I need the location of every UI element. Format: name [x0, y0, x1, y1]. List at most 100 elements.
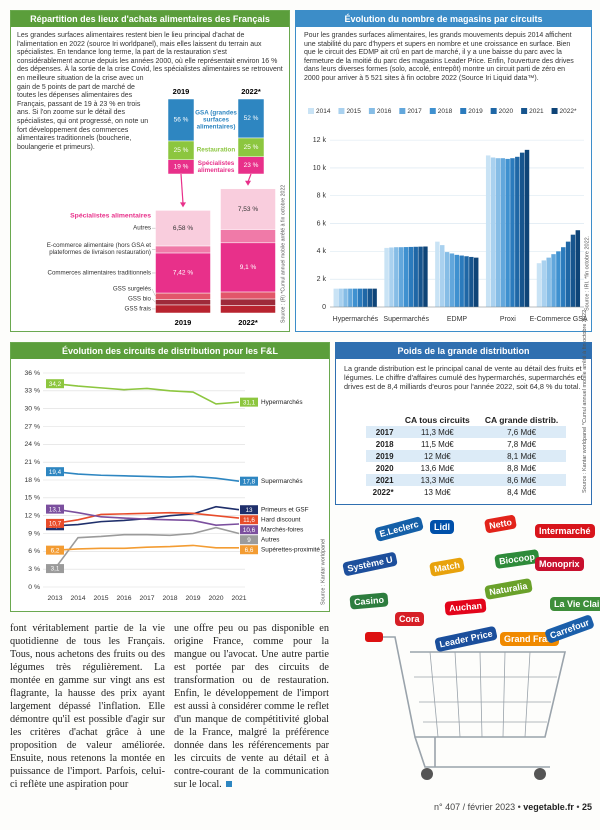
x-tick-label: E-Commerce GSA — [530, 316, 588, 323]
x-tick-label: 2018 — [162, 595, 177, 602]
y-tick-label: 4 k — [317, 248, 327, 255]
bar — [561, 247, 566, 307]
legend-label: GSA (grandes surfaces alimentaires) — [195, 109, 237, 131]
label-box — [46, 379, 64, 389]
data-label: 25 % — [174, 147, 189, 154]
legend-label: 2020 — [499, 108, 514, 115]
table-row: 2021 13,3 Md€ 8,6 Md€ — [366, 474, 566, 486]
bar — [551, 254, 556, 307]
leader-line — [151, 288, 156, 297]
x-tick-label: 2016 — [116, 595, 131, 602]
label-box — [240, 397, 258, 407]
data-label: 23 % — [244, 162, 259, 169]
cell: 8,8 Md€ — [507, 463, 537, 473]
bar-segment — [237, 98, 265, 139]
line — [54, 511, 240, 525]
y-tick-label: 36 % — [25, 370, 41, 377]
bar — [490, 157, 496, 307]
source: Source : (R) *Cumul annuel mobile arrêté… — [280, 185, 286, 323]
legend-title: Spécialistes alimentaires — [70, 212, 151, 220]
page-number: 25 — [581, 802, 592, 812]
bar — [536, 263, 542, 307]
cell: 8,1 Md€ — [477, 450, 566, 462]
panel-title: Évolution des circuits de distribution p… — [11, 343, 329, 359]
data-label: 52 % — [244, 115, 259, 122]
article-column: font véritablement partie de la vie quot… — [10, 623, 165, 790]
legend-label: Restauration — [196, 146, 236, 154]
cart — [365, 632, 567, 780]
cell: 11,3 Md€ — [397, 426, 478, 438]
column-header: CA tous circuits — [404, 414, 470, 425]
data-label: 13,1 — [49, 506, 62, 513]
site: vegetable.fr — [523, 802, 574, 812]
panel-magasins: Évolution du nombre de magasins par circ… — [295, 10, 592, 332]
table-row: 2022* 13 Md€ 8,4 Md€ — [366, 486, 566, 498]
y-tick-label: 9 % — [28, 530, 40, 537]
store-logo: Intermarché — [535, 524, 595, 538]
cell: 13,6 Md€ — [420, 463, 455, 473]
bar — [459, 255, 464, 307]
legend-label: GSS frais — [124, 305, 151, 313]
legend-swatch — [490, 108, 497, 114]
legend-label: GSS bio — [127, 295, 151, 303]
x-tick-label: Supermarchés — [383, 316, 429, 323]
bar — [570, 234, 576, 307]
bar — [519, 152, 525, 307]
bar — [440, 245, 445, 307]
x-tick-label: 2014 — [70, 595, 85, 602]
bar — [435, 241, 440, 307]
bar-segment — [220, 291, 276, 300]
legend-label: 2014 — [316, 108, 331, 115]
label-box — [240, 535, 258, 545]
description: La grande distribution est le principal … — [344, 364, 583, 391]
legend-label: 2019 — [468, 108, 483, 115]
store-logo: Lidl — [430, 520, 454, 534]
cell: 13 Md€ — [424, 487, 451, 497]
label-box — [240, 515, 258, 525]
bar — [398, 247, 404, 307]
data-label: 10,6 — [243, 527, 256, 534]
bar — [510, 158, 515, 307]
x-tick-label: 2020 — [208, 595, 223, 602]
data-label: 19 % — [174, 164, 189, 171]
description: Pour les grandes surfaces alimentaires, … — [304, 32, 574, 82]
data-label: 6,2 — [51, 547, 60, 554]
chart-repartition: 2019 56 % 25 % 19 % 2022* 52 % 25 % 23 % 2019 7,4… — [151, 87, 286, 327]
x-tick-label: 2015 — [93, 595, 108, 602]
x-tick-label: 2022* — [241, 87, 261, 96]
panel-title: Évolution du nombre de magasins par circ… — [296, 11, 591, 27]
row-label: 2018 — [375, 439, 394, 449]
data-label: 9 — [247, 537, 251, 544]
line — [54, 544, 239, 551]
description: Les grandes surfaces alimentaires resten… — [17, 32, 283, 151]
bar-segment — [155, 245, 211, 254]
bar — [408, 246, 414, 307]
bar-segment — [220, 242, 276, 293]
bar — [505, 158, 510, 307]
legend-swatch — [521, 108, 528, 114]
y-tick-label: 6 % — [28, 548, 40, 555]
bar — [485, 155, 491, 307]
bar — [372, 288, 377, 307]
label-box — [240, 505, 258, 515]
bar — [444, 252, 450, 307]
y-tick-label: 24 % — [25, 441, 41, 448]
series-label: Marchés-foires — [261, 526, 303, 533]
data-label: 9,1 % — [240, 264, 257, 271]
data-label: 7,53 % — [238, 206, 258, 213]
table-row: 2017 11,3 Md€ 7,6 Md€ — [366, 426, 566, 438]
issue: n° 407 / février 2023 — [433, 802, 516, 812]
cell: 7,6 Md€ — [477, 426, 566, 438]
label-box — [46, 467, 64, 477]
row-label: 2019 — [366, 450, 398, 462]
chart-circuits: 0 % 3 % 6 % 9 % 12 % 15 % 18 % 21 % 24 % 27 % 30 %… — [25, 370, 327, 605]
legend-label: E-commerce alimentaire (hors GSA et plat… — [46, 242, 151, 257]
bar — [524, 149, 530, 307]
bar — [352, 288, 358, 307]
bar — [367, 288, 372, 307]
legend-label: 2015 — [346, 108, 361, 115]
legend-label: Spécialistes alimentaires — [197, 159, 235, 174]
data-label: 6,6 — [245, 547, 254, 554]
legend-label: GSS surgelés — [112, 285, 151, 293]
